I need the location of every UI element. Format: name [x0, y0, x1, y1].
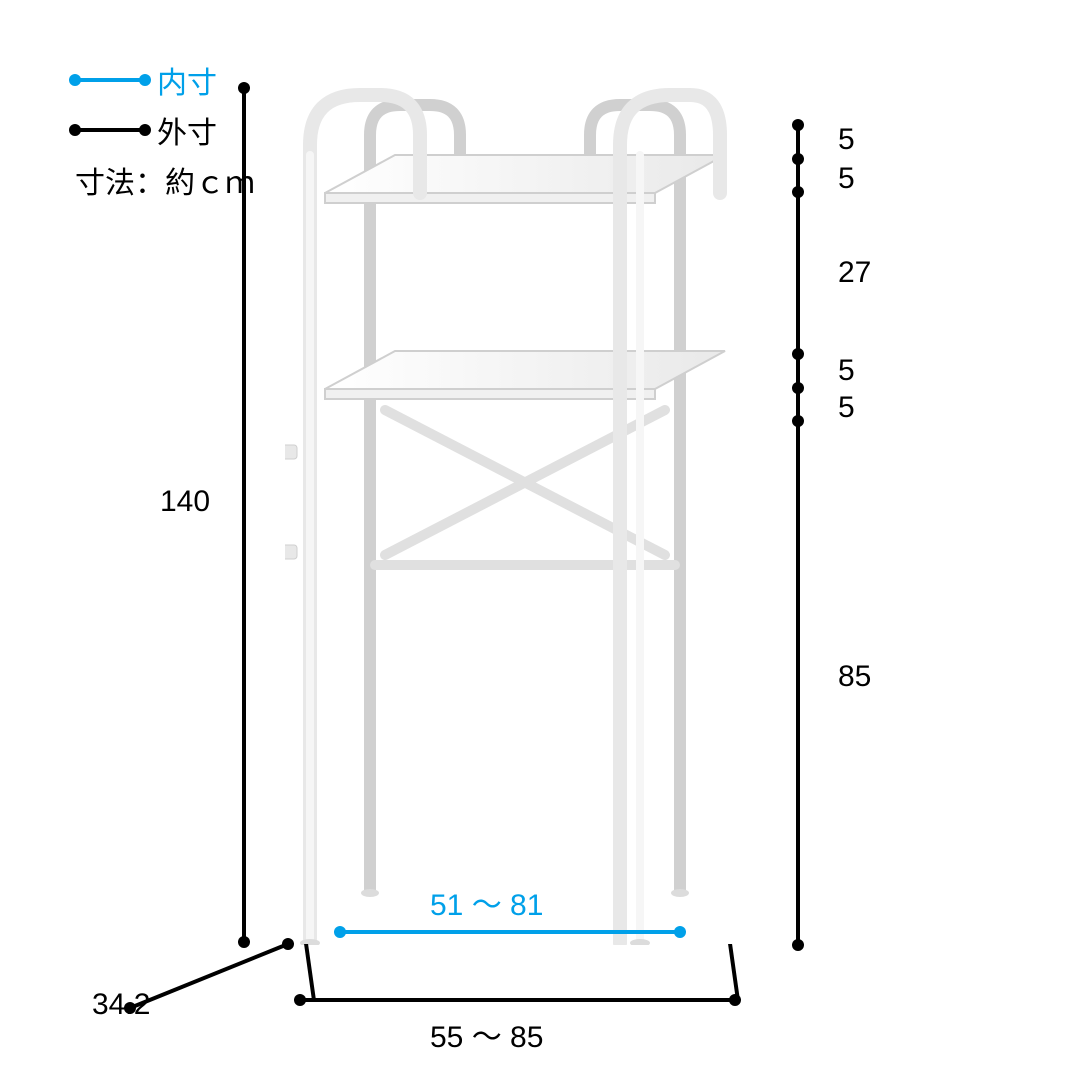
dim-r4-label: 5	[838, 354, 855, 388]
dim-r6-label: 85	[838, 660, 871, 694]
legend-inner-line-icon	[75, 78, 145, 82]
connector-right	[728, 944, 740, 1000]
legend-unit-label: 寸法：約ｃｍ	[75, 158, 255, 202]
legend-unit-row: 寸法：約ｃｍ	[75, 158, 255, 202]
dim-r5-label: 5	[838, 391, 855, 425]
legend-inner-label: 内寸	[157, 58, 217, 102]
legend-outer-row: 外寸	[75, 108, 255, 152]
connector-left	[304, 944, 316, 1000]
dim-width-outer	[300, 998, 735, 1002]
legend-outer-line-icon	[75, 128, 145, 132]
shelf-illustration	[285, 75, 740, 945]
legend-outer-label: 外寸	[157, 108, 217, 152]
dim-width-inner	[340, 930, 680, 934]
dim-height-total	[242, 88, 246, 942]
legend-inner-row: 内寸	[75, 58, 255, 102]
dim-r3-label: 27	[838, 256, 871, 290]
legend: 内寸 外寸 寸法：約ｃｍ	[75, 58, 255, 208]
dim-width-inner-label: 51 ～ 81	[430, 880, 543, 924]
dim-r1-label: 5	[838, 123, 855, 157]
dim-width-outer-label: 55 ～ 85	[430, 1012, 543, 1056]
dim-right-stack	[796, 125, 800, 945]
dim-r2-label: 5	[838, 162, 855, 196]
dim-height-total-label: 140	[160, 485, 210, 519]
dim-depth-label: 34.2	[92, 988, 150, 1022]
